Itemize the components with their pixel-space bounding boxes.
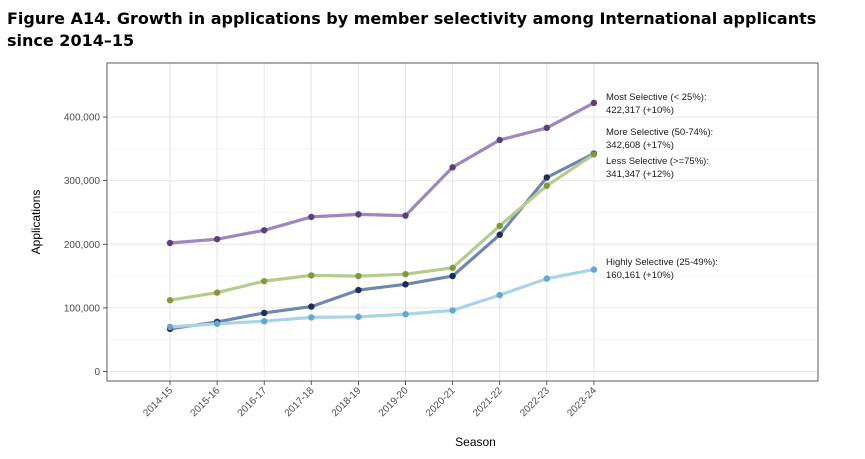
data-point-most — [355, 211, 362, 218]
data-point-less — [402, 270, 409, 278]
data-point-most — [496, 136, 503, 144]
data-point-highly — [166, 323, 174, 331]
annotation-more: More Selective (50-74%): — [606, 127, 713, 138]
data-point-less — [261, 277, 268, 285]
data-point-highly — [213, 320, 221, 327]
data-point-less — [496, 222, 503, 230]
annotation-less: Less Selective (>=75%): — [606, 156, 709, 167]
grid-lines — [107, 63, 818, 381]
annotation-highly: Highly Selective (25-49%): — [606, 257, 718, 268]
data-point-more — [543, 174, 550, 181]
data-point-less — [590, 151, 598, 158]
x-tick-label: 2019-20 — [377, 385, 411, 419]
data-point-more — [308, 303, 315, 310]
x-tick-label: 2023-24 — [565, 385, 599, 419]
annotation-most: Most Selective (< 25%): — [606, 92, 707, 103]
series-line-less — [168, 152, 596, 302]
annotation-most: 422,317 (+10%) — [606, 105, 674, 116]
figure-title: Figure A14. Growth in applications by me… — [7, 9, 817, 50]
x-tick-label: 2014-15 — [141, 385, 175, 419]
data-point-most — [590, 99, 598, 107]
plot-border — [106, 62, 819, 382]
data-point-most — [543, 124, 550, 132]
data-point-less — [308, 272, 315, 279]
data-point-highly — [449, 307, 456, 314]
series-points — [166, 99, 598, 333]
x-axis-ticks: 2014-15 2015-16 2016-17 2017-18 2018-19 2019-… — [141, 381, 599, 419]
data-point-highly — [496, 291, 503, 299]
end-annotations: Most Selective (< 25%): 422,317 (+10%) Mor… — [606, 92, 718, 281]
data-point-highly — [308, 314, 315, 321]
data-point-less — [166, 297, 174, 304]
data-point-most — [402, 212, 409, 219]
data-point-less — [449, 264, 456, 271]
x-tick-label: 2017-18 — [283, 385, 317, 419]
y-tick-label: 300,000 — [64, 176, 101, 187]
data-point-more — [449, 272, 456, 280]
data-point-highly — [355, 313, 362, 320]
data-point-most — [166, 239, 174, 247]
data-point-less — [355, 272, 362, 280]
y-tick-label: 100,000 — [64, 303, 101, 314]
annotation-highly: 160,161 (+10%) — [606, 270, 674, 281]
x-tick-label: 2021-22 — [471, 385, 505, 419]
data-point-more — [402, 281, 409, 288]
data-point-highly — [590, 266, 598, 273]
data-point-more — [355, 286, 362, 294]
data-point-highly — [402, 311, 409, 318]
data-point-less — [213, 289, 221, 296]
series-line-more — [168, 152, 596, 331]
x-tick-label: 2022-23 — [518, 385, 552, 419]
data-point-more — [261, 309, 268, 317]
series-line-highly — [168, 268, 596, 329]
annotation-less: 341,347 (+12%) — [606, 169, 674, 180]
annotation-more: 342,608 (+17%) — [606, 140, 674, 151]
data-point-less — [543, 182, 550, 189]
x-tick-label: 2018-19 — [330, 385, 364, 419]
x-tick-label: 2015-16 — [188, 385, 222, 419]
y-tick-label: 200,000 — [64, 240, 101, 251]
series-lines — [168, 101, 596, 331]
data-point-most — [449, 164, 456, 171]
x-tick-label: 2020-21 — [424, 385, 458, 419]
data-point-most — [308, 213, 315, 221]
y-axis-ticks: 0 100,000 200,000 300,000 400,000 — [64, 113, 107, 378]
y-tick-label: 400,000 — [64, 113, 101, 124]
series-line-most — [168, 101, 596, 245]
data-point-highly — [543, 275, 550, 282]
x-tick-label: 2016-17 — [236, 385, 270, 419]
y-tick-label: 0 — [94, 367, 100, 378]
y-axis-title: Applications — [29, 190, 43, 255]
data-point-most — [261, 227, 268, 234]
data-point-more — [496, 231, 503, 238]
x-axis-title: Season — [455, 435, 496, 449]
data-point-most — [213, 235, 221, 243]
data-point-highly — [261, 318, 268, 325]
